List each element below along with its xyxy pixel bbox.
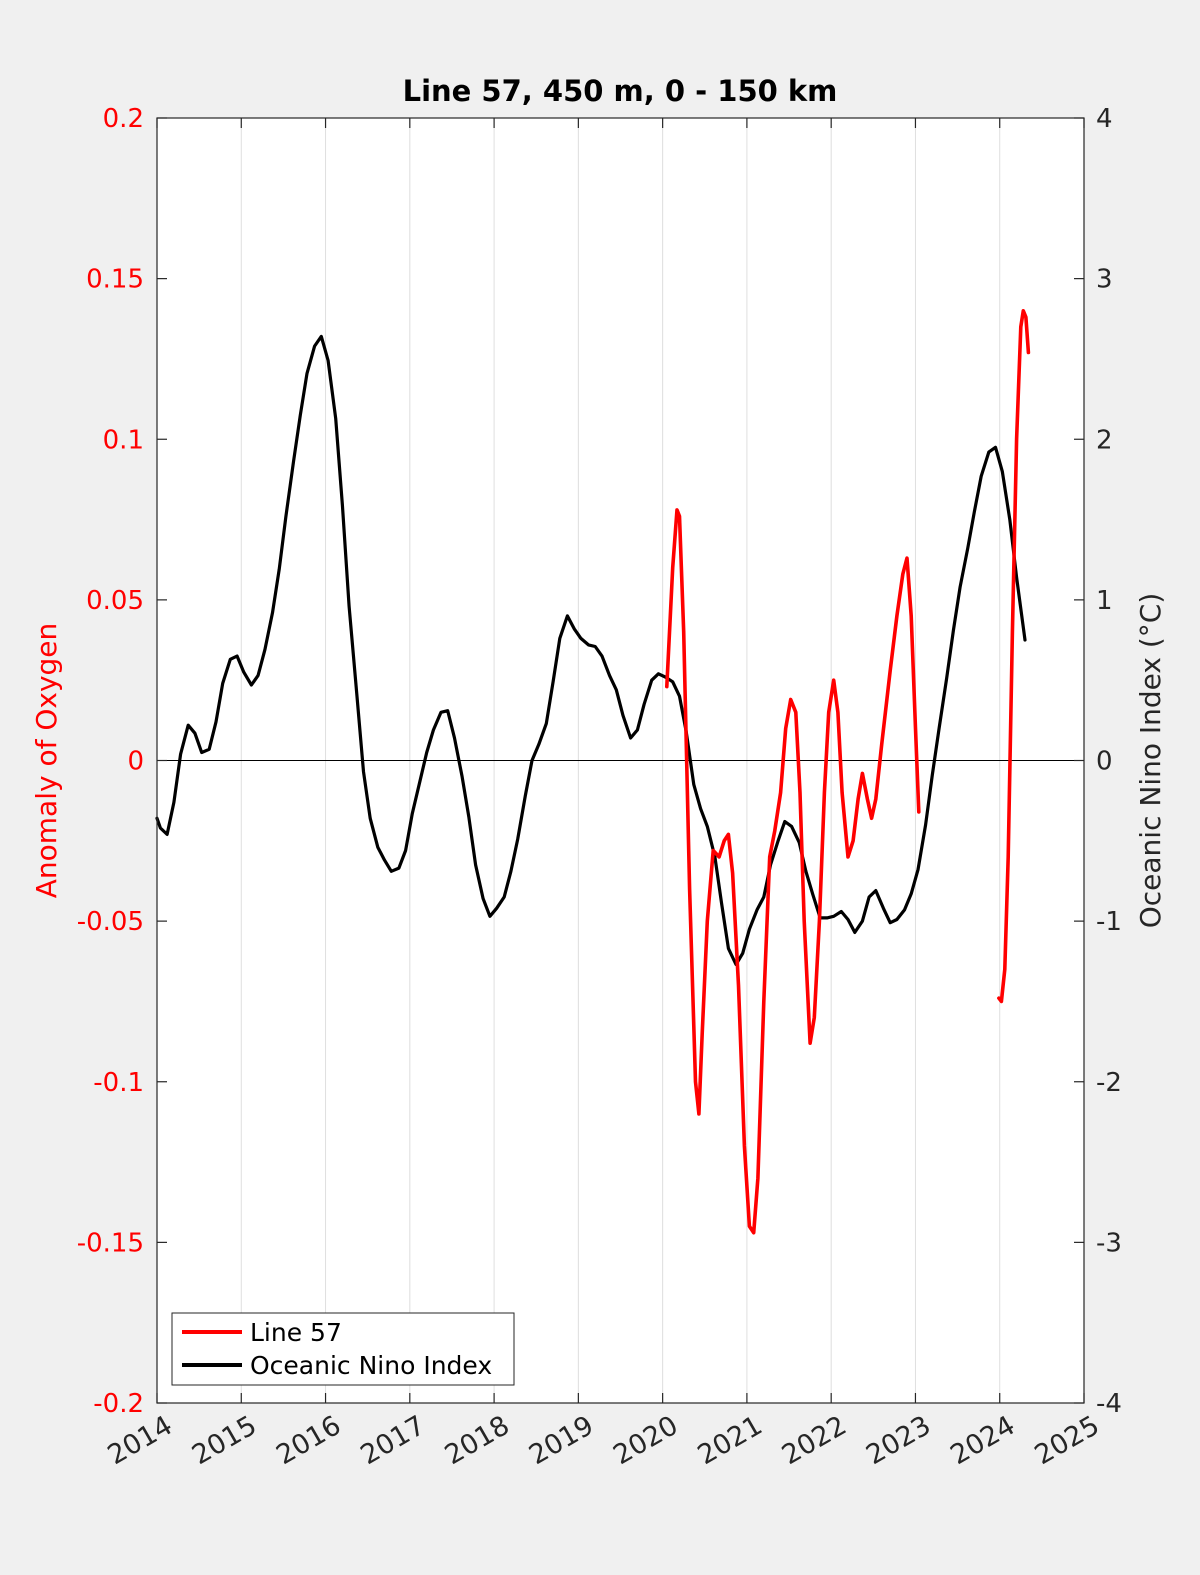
y-right-axis-label: Oceanic Nino Index (°C) [1134, 593, 1167, 929]
y-right-tick-label-1: 1 [1096, 586, 1113, 616]
y-right-tick-label--1: -1 [1096, 907, 1122, 937]
y-right-tick-label--2: -2 [1096, 1068, 1122, 1098]
y-left-tick-label-0.15: 0.15 [86, 265, 144, 295]
y-left-tick-label--0.2: -0.2 [93, 1389, 144, 1419]
y-right-tick-label--4: -4 [1096, 1389, 1122, 1419]
y-left-tick-label-0.2: 0.2 [103, 104, 144, 134]
legend-label-line-57: Line 57 [250, 1318, 342, 1347]
y-left-tick-label-0.05: 0.05 [86, 586, 144, 616]
series-line-oceanic-nino-index [155, 334, 1027, 967]
series-line-line-57-segment-2 [997, 308, 1031, 1004]
series-lines [155, 308, 1031, 1235]
y-left-tick-label--0.1: -0.1 [93, 1068, 144, 1098]
legend-label-oni: Oceanic Nino Index [250, 1351, 492, 1380]
y-right-tick-label-4: 4 [1096, 104, 1113, 134]
legend-box [171, 1312, 515, 1386]
y-left-tick-label--0.05: -0.05 [77, 907, 144, 937]
y-right-tick-label-2: 2 [1096, 425, 1113, 455]
y-right-tick-label-3: 3 [1096, 265, 1113, 295]
y-left-axis-label: Anomaly of Oxygen [30, 623, 63, 899]
chart-title: Line 57, 450 m, 0 - 150 km [403, 74, 838, 108]
y-right-tick-label-0: 0 [1096, 747, 1113, 777]
series-line-line-57-segment-1 [664, 508, 921, 1235]
y-left-tick-label-0: 0 [127, 747, 144, 777]
y-left-tick-label--0.15: -0.15 [77, 1228, 144, 1258]
y-left-tick-label-0.1: 0.1 [103, 425, 144, 455]
legend: Line 57 Oceanic Nino Index [171, 1312, 515, 1386]
y-right-tick-label--3: -3 [1096, 1228, 1122, 1258]
